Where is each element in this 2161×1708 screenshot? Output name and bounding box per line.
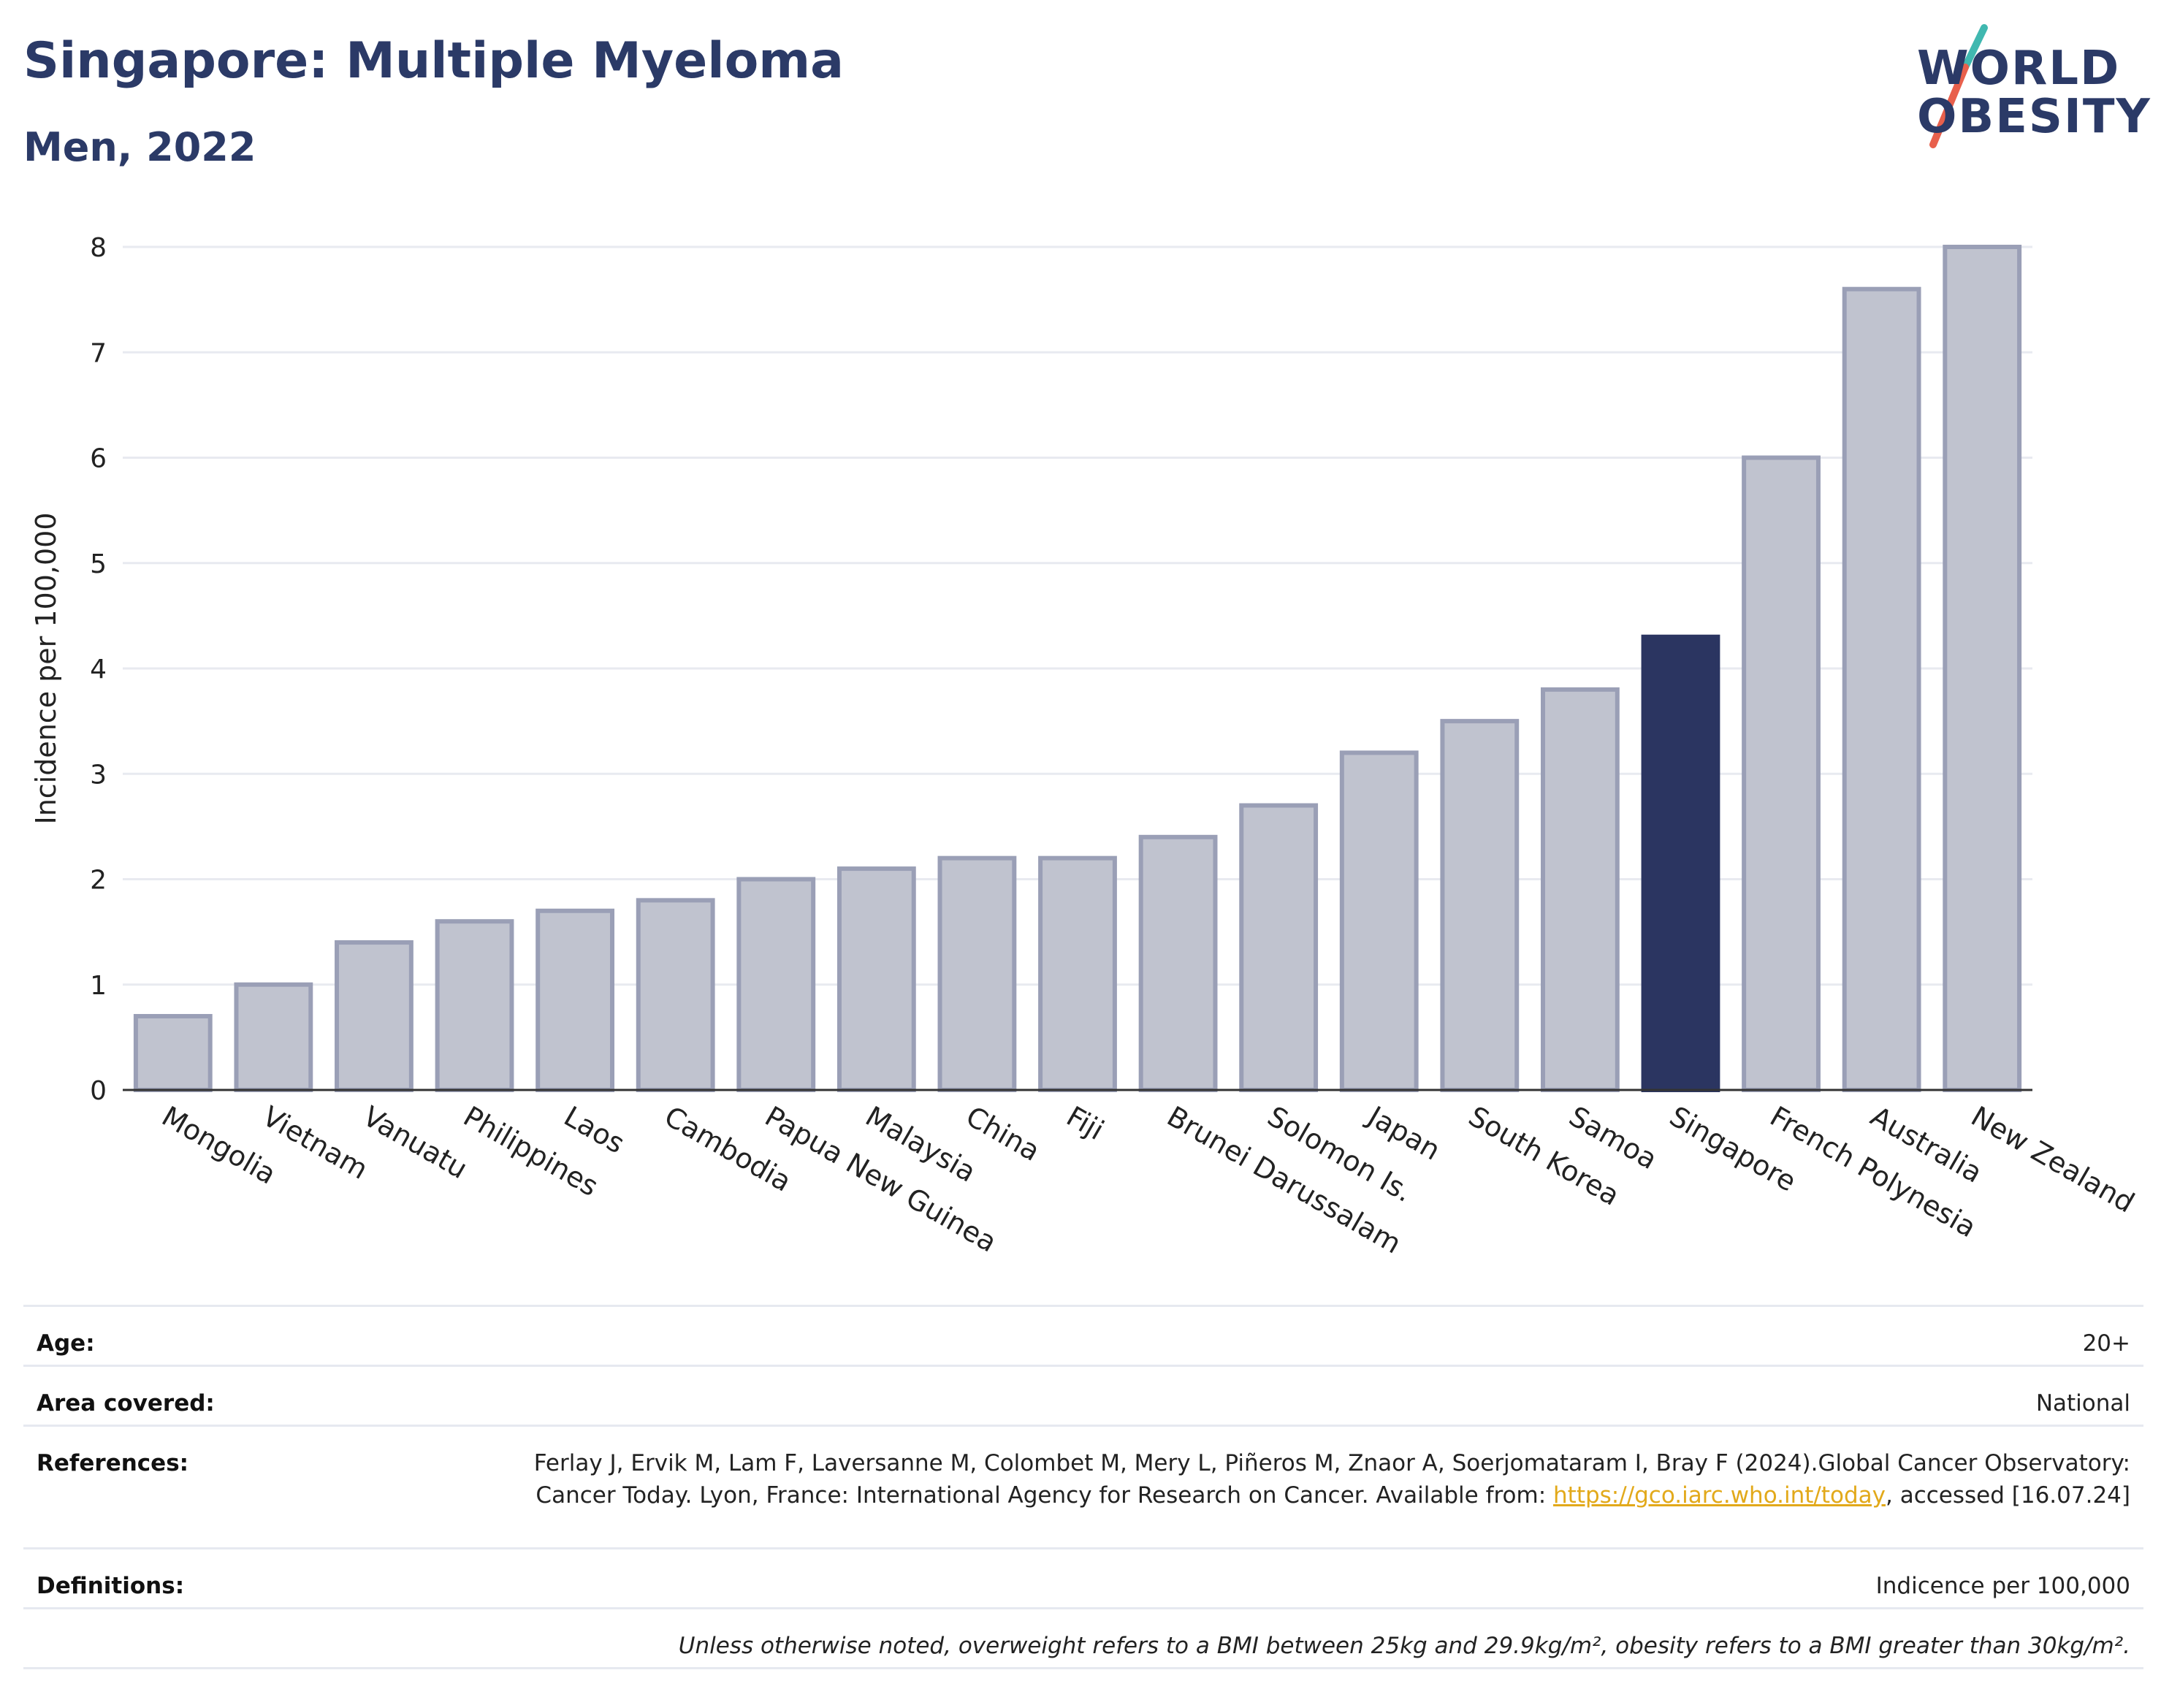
definitions-value: Indicence per 100,000 <box>1875 1573 2130 1599</box>
logo-text-obesity: OBESITY <box>1917 90 2152 144</box>
chart-subtitle: Men, 2022 <box>23 124 256 170</box>
x-tick-label: Mongolia <box>156 1100 281 1191</box>
meta-row-note: Unless otherwise noted, overweight refer… <box>23 1607 2143 1667</box>
meta-row-definitions: Definitions: Indicence per 100,000 <box>23 1547 2143 1607</box>
bar <box>636 898 715 1092</box>
bar <box>1038 855 1117 1093</box>
y-tick-label: 3 <box>90 760 107 790</box>
y-tick-label: 4 <box>90 655 107 685</box>
definitions-label: Definitions: <box>37 1573 185 1599</box>
x-tick-label: New Zealand <box>1966 1100 2140 1219</box>
bar <box>1239 803 1319 1093</box>
x-tick-label: Laos <box>559 1100 630 1160</box>
bar <box>1943 245 2022 1092</box>
bar <box>435 919 514 1093</box>
y-tick-label: 0 <box>90 1076 107 1106</box>
bmi-note: Unless otherwise noted, overweight refer… <box>678 1633 2130 1659</box>
meta-row-references: References: Ferlay J, Ervik M, Lam F, La… <box>23 1425 2143 1547</box>
bar <box>335 940 413 1092</box>
bar <box>1742 455 1821 1092</box>
meta-bottom-rule <box>23 1667 2143 1669</box>
x-tick-label: Vanuatu <box>357 1100 473 1185</box>
y-axis-label: Incidence per 100,000 <box>30 512 62 824</box>
metadata-table: Age: 20+ Area covered: National Referenc… <box>23 1305 2143 1669</box>
y-tick-label: 2 <box>90 866 107 896</box>
bar <box>1440 719 1520 1092</box>
references-value: Ferlay J, Ervik M, Lam F, Laversanne M, … <box>523 1447 2130 1511</box>
references-suffix: , accessed [16.07.24] <box>1885 1482 2130 1509</box>
bar <box>1339 750 1419 1093</box>
x-tick-label: Fiji <box>1062 1100 1110 1146</box>
age-value: 20+ <box>2082 1330 2130 1357</box>
y-tick-label: 5 <box>90 549 107 579</box>
y-tick-label: 1 <box>90 971 107 1001</box>
bar <box>234 982 313 1092</box>
bar <box>133 1014 213 1093</box>
references-label: References: <box>37 1450 189 1476</box>
bar <box>1842 286 1921 1093</box>
references-text: Ferlay J, Ervik M, Lam F, Laversanne M, … <box>533 1450 2130 1509</box>
meta-row-area: Area covered: National <box>23 1365 2143 1425</box>
age-label: Age: <box>37 1330 95 1357</box>
bar <box>1641 634 1720 1092</box>
bar <box>1540 687 1620 1092</box>
bar <box>736 877 816 1092</box>
chart-title: Singapore: Multiple Myeloma <box>23 32 845 90</box>
y-tick-label: 6 <box>90 444 107 474</box>
area-label: Area covered: <box>37 1390 215 1417</box>
y-tick-label: 7 <box>90 338 107 368</box>
logo-text-world: WORLD <box>1917 42 2121 96</box>
area-value: National <box>2035 1390 2130 1417</box>
meta-row-age: Age: 20+ <box>23 1305 2143 1365</box>
logo-slash-icon <box>1929 24 1988 148</box>
bar <box>937 855 1017 1093</box>
y-tick-label: 8 <box>90 233 107 263</box>
bar <box>836 866 916 1092</box>
bar <box>1138 834 1218 1092</box>
bar <box>536 908 615 1093</box>
world-obesity-logo: WORLD OBESITY <box>1899 22 2150 161</box>
references-link[interactable]: https://gco.iarc.who.int/today <box>1553 1482 1886 1509</box>
